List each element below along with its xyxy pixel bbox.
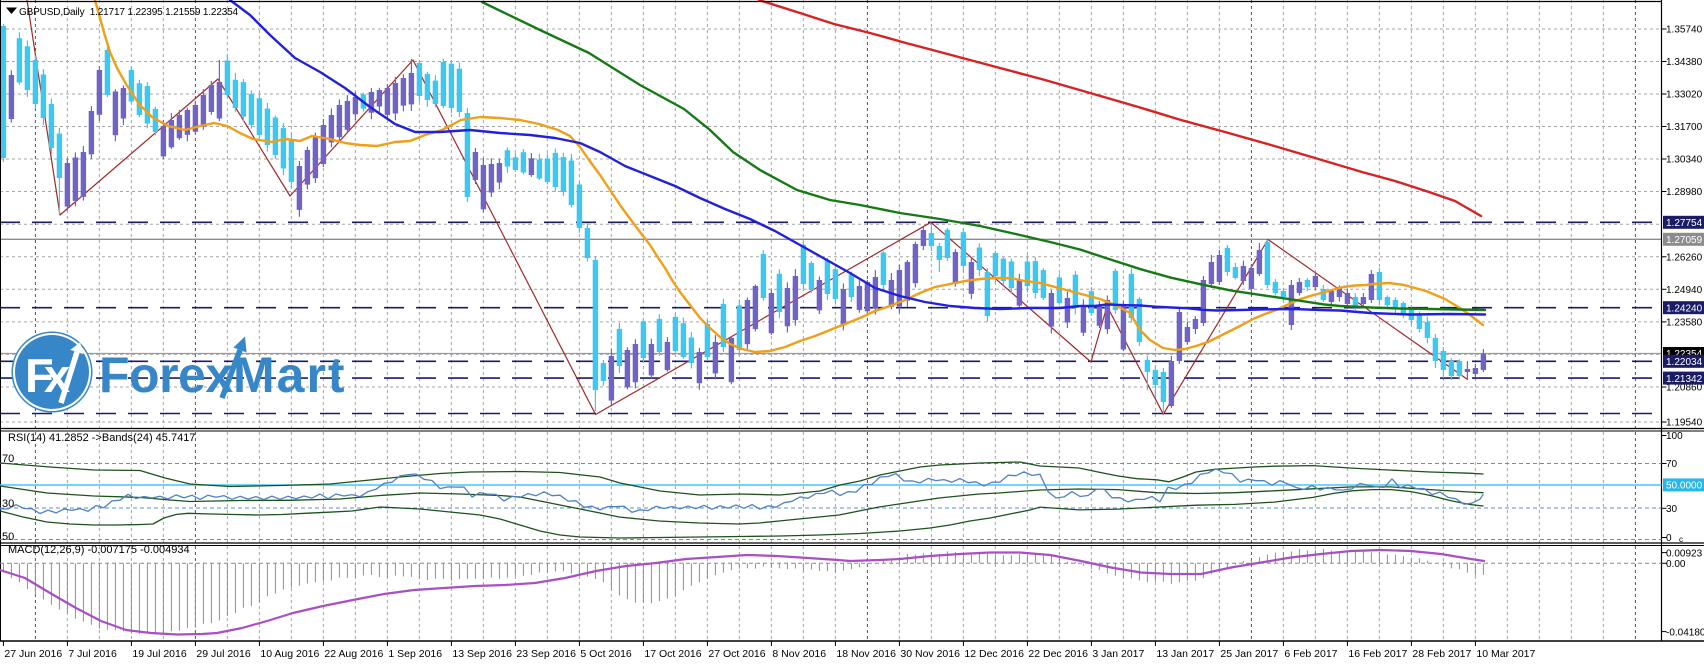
svg-text:22 Dec 2016: 22 Dec 2016 xyxy=(1028,648,1088,660)
svg-text:27 Jun 2016: 27 Jun 2016 xyxy=(4,648,62,660)
svg-text:1.22034: 1.22034 xyxy=(1666,357,1703,368)
svg-text:17 Oct 2016: 17 Oct 2016 xyxy=(644,648,701,660)
svg-text:30: 30 xyxy=(1666,504,1678,515)
svg-text:-0.041809: -0.041809 xyxy=(1666,627,1704,638)
svg-text:Forex: Forex xyxy=(99,347,233,403)
svg-text:1.31700: 1.31700 xyxy=(1666,122,1703,133)
svg-text:50.0000: 50.0000 xyxy=(1666,481,1703,492)
svg-text:100: 100 xyxy=(1666,431,1683,442)
svg-text:30 Nov 2016: 30 Nov 2016 xyxy=(900,648,960,660)
svg-text:1.27059: 1.27059 xyxy=(1666,235,1703,246)
svg-text:19 Jul 2016: 19 Jul 2016 xyxy=(132,648,186,660)
svg-text:16 Feb 2017: 16 Feb 2017 xyxy=(1348,648,1407,660)
svg-text:1.26260: 1.26260 xyxy=(1666,253,1703,264)
svg-text:7 Jul 2016: 7 Jul 2016 xyxy=(68,648,117,660)
svg-text:50: 50 xyxy=(2,531,14,543)
svg-text:30: 30 xyxy=(2,498,14,510)
svg-text:1.27754: 1.27754 xyxy=(1666,218,1703,229)
svg-text:70: 70 xyxy=(1666,459,1678,470)
svg-text:1.22354: 1.22354 xyxy=(1666,349,1703,360)
svg-text:Mart: Mart xyxy=(233,347,347,403)
svg-text:1.34380: 1.34380 xyxy=(1666,57,1703,68)
svg-text:1 Sep 2016: 1 Sep 2016 xyxy=(388,648,442,660)
svg-text:18 Nov 2016: 18 Nov 2016 xyxy=(836,648,896,660)
svg-text:c: c xyxy=(1679,535,1683,544)
svg-text:13 Jan 2017: 13 Jan 2017 xyxy=(1156,648,1214,660)
svg-text:1.20860: 1.20860 xyxy=(1666,383,1703,394)
svg-text:RSI(14) 41.2852 ->Bands(24) 4: RSI(14) 41.2852 ->Bands(24) 45.7417 xyxy=(8,432,195,444)
svg-text:1.24240: 1.24240 xyxy=(1666,303,1703,314)
svg-text:27 Oct 2016: 27 Oct 2016 xyxy=(708,648,765,660)
svg-text:8 Nov 2016: 8 Nov 2016 xyxy=(772,648,826,660)
svg-text:1.23580: 1.23580 xyxy=(1666,318,1703,329)
svg-text:GBPUSD,Daily 1.21717 1.22395: GBPUSD,Daily 1.21717 1.22395 1.21559 1.2… xyxy=(19,7,239,18)
svg-text:1.24940: 1.24940 xyxy=(1666,285,1703,296)
svg-text:23 Sep 2016: 23 Sep 2016 xyxy=(516,648,576,660)
svg-text:MACD(12,26,9) -0.007175 -0.004: MACD(12,26,9) -0.007175 -0.004934 xyxy=(8,544,190,556)
svg-text:29 Jul 2016: 29 Jul 2016 xyxy=(196,648,250,660)
svg-text:10 Mar 2017: 10 Mar 2017 xyxy=(1476,648,1535,660)
svg-text:1.33020: 1.33020 xyxy=(1666,90,1703,101)
svg-text:1.21342: 1.21342 xyxy=(1666,374,1703,385)
svg-text:12 Dec 2016: 12 Dec 2016 xyxy=(964,648,1024,660)
svg-text:10 Aug 2016: 10 Aug 2016 xyxy=(260,648,319,660)
svg-text:0.00: 0.00 xyxy=(1666,559,1686,570)
svg-text:0: 0 xyxy=(1666,533,1672,544)
svg-text:5 Oct 2016: 5 Oct 2016 xyxy=(580,648,632,660)
svg-text:3 Jan 2017: 3 Jan 2017 xyxy=(1092,648,1144,660)
svg-text:1.35740: 1.35740 xyxy=(1666,25,1703,36)
svg-text:1.28980: 1.28980 xyxy=(1666,187,1703,198)
svg-text:1.19540: 1.19540 xyxy=(1666,418,1703,429)
svg-text:28 Feb 2017: 28 Feb 2017 xyxy=(1412,648,1471,660)
svg-text:70: 70 xyxy=(2,453,14,465)
svg-text:6 Feb 2017: 6 Feb 2017 xyxy=(1284,648,1337,660)
svg-text:1.30340: 1.30340 xyxy=(1666,155,1703,166)
svg-text:F: F xyxy=(25,349,54,402)
svg-text:25 Jan 2017: 25 Jan 2017 xyxy=(1220,648,1278,660)
svg-text:22 Aug 2016: 22 Aug 2016 xyxy=(324,648,383,660)
svg-text:13 Sep 2016: 13 Sep 2016 xyxy=(452,648,512,660)
svg-text:0.00923: 0.00923 xyxy=(1666,548,1703,559)
